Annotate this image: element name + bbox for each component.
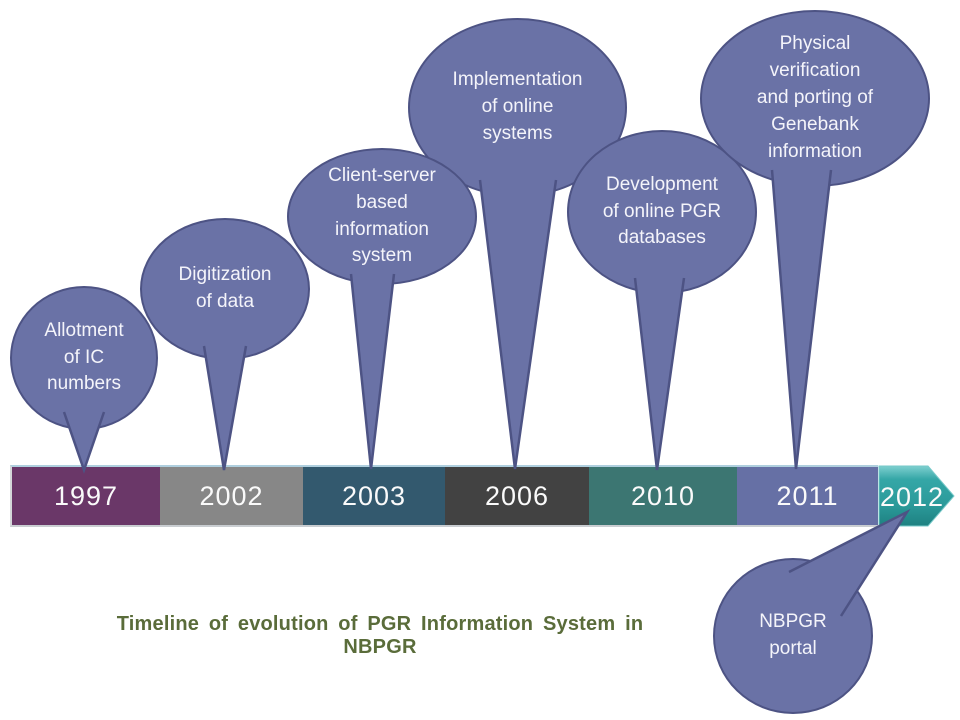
timeline-segment-2010: 2010 — [589, 467, 737, 525]
bubble-text: Client-server based information system — [328, 164, 436, 267]
bubble-physical-verification-genebank: Physical verification and porting of Gen… — [700, 10, 930, 187]
bubble-text: Allotment of IC numbers — [44, 319, 124, 395]
timeline-segment-2002: 2002 — [160, 467, 303, 525]
bubble-development-of-online-pgr-databases: Development of online PGR databases — [567, 130, 757, 294]
year-label-1997: 1997 — [53, 480, 119, 511]
timeline-segment-2003: 2003 — [303, 467, 445, 525]
year-label-2012: 2012 — [880, 482, 944, 512]
year-label-2002: 2002 — [199, 480, 264, 511]
bubble-allotment-of-ic-numbers: Allotment of IC numbers — [10, 286, 158, 430]
timeline-segment-1997: 1997 — [12, 467, 160, 525]
year-label-2011: 2011 — [776, 480, 839, 511]
timeline-segment-2011: 2011 — [737, 467, 878, 525]
bubble-digitization-of-data: Digitization of data — [140, 218, 310, 360]
bubble-text: Digitization of data — [178, 264, 272, 312]
bubble-client-server-information-system: Client-server based information system — [287, 148, 477, 285]
timeline-segment-2006: 2006 — [445, 467, 589, 525]
year-label-2010: 2010 — [630, 480, 696, 511]
bubble-text: Implementation of online systems — [452, 69, 583, 144]
bubble-tail-development — [633, 277, 686, 471]
bubble-text: NBPGR portal — [759, 611, 827, 659]
timeline-arrow-2012 — [878, 465, 955, 527]
bubble-tail-digitization — [202, 345, 248, 471]
bubble-nbpgr-portal: NBPGR portal — [713, 558, 873, 714]
bubble-text: Development of online PGR databases — [602, 173, 722, 249]
bubble-tail-implementation — [478, 179, 558, 470]
year-label-2006: 2006 — [484, 480, 550, 511]
year-label-2003: 2003 — [341, 480, 407, 511]
bubble-text: Physical verification and porting of Gen… — [756, 33, 874, 162]
timeline-bar: 1997 2002 2003 2006 2010 2011 — [10, 465, 878, 527]
diagram-caption: Timeline of evolution of PGR Information… — [116, 613, 644, 658]
bubble-tail-physical-verification — [770, 169, 833, 470]
bubble-tail-client-server — [349, 273, 396, 470]
